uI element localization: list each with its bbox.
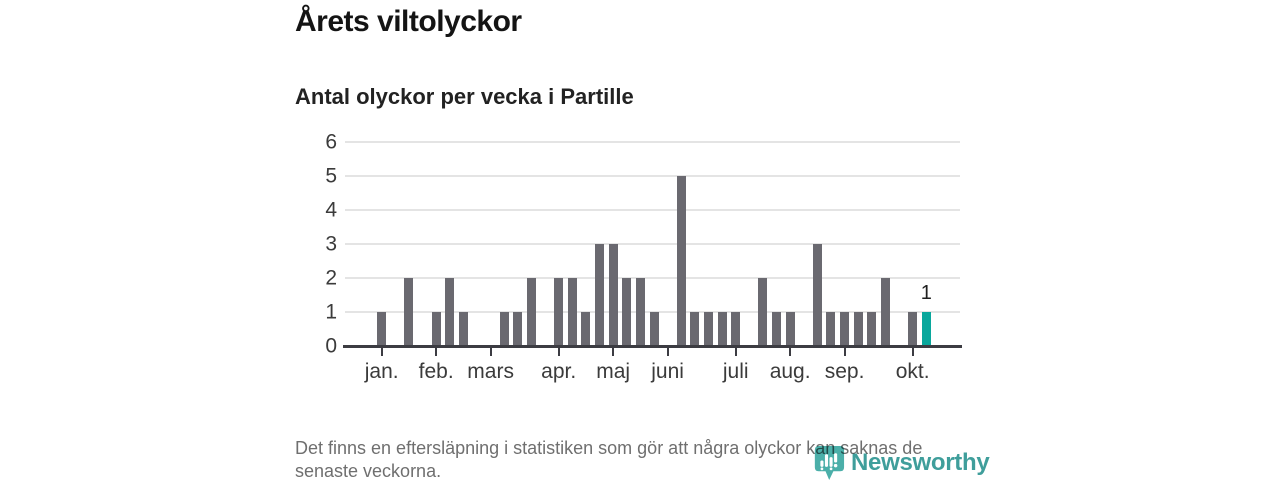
x-tick-juli (734, 348, 737, 356)
bar-week-26 (717, 312, 727, 345)
bar-week-19 (622, 278, 632, 345)
plot-area: jan. feb. mars apr. maj juni juli aug. sep. okt. 1 (343, 141, 962, 383)
x-tick-sep. (843, 348, 846, 356)
x-tick-aug. (789, 348, 792, 356)
gridline-y5 (345, 175, 960, 177)
bar-week-21 (649, 312, 659, 345)
gridline-y2 (345, 277, 960, 279)
y-axis-label-5: 5 (325, 164, 337, 188)
x-tick-juni (666, 348, 669, 356)
y-axis-labels: 0 1 2 3 4 5 6 (250, 132, 337, 357)
x-label-aug.: aug. (769, 360, 811, 383)
bar-week-37 (867, 312, 877, 345)
bar-week-20 (635, 278, 645, 345)
y-axis-label-6: 6 (325, 130, 337, 154)
bar-week-15 (567, 278, 577, 345)
x-tick-feb. (435, 348, 438, 356)
bar-week-34 (826, 312, 836, 345)
x-label-okt.: okt. (895, 360, 930, 383)
x-label-juni: juni (651, 360, 684, 383)
chart-subtitle: Antal olyckor per vecka i Partille (295, 84, 634, 109)
x-tick-jan. (380, 348, 383, 356)
bar-week-23 (676, 176, 686, 345)
x-label-feb.: feb. (418, 360, 454, 383)
bar-value-annotation: 1 (920, 282, 932, 304)
bar-week-17 (595, 244, 605, 345)
bar-week-24 (690, 312, 700, 345)
gridline-y4 (345, 209, 960, 211)
bar-week-38 (880, 278, 890, 345)
y-axis-label-0: 0 (325, 334, 337, 358)
x-label-juli: juli (722, 360, 749, 383)
y-axis-label-3: 3 (325, 232, 337, 256)
gridline-y6 (345, 141, 960, 143)
footer-note-line2: senaste veckorna. (295, 461, 442, 481)
bar-week-1 (377, 312, 387, 345)
newsworthy-logo-text: Newsworthy (851, 448, 990, 476)
bar-week-5 (431, 312, 441, 345)
bar-week-11 (513, 312, 523, 345)
x-axis-baseline (343, 345, 962, 348)
newsworthy-pin-barchart-icon (814, 446, 845, 480)
x-tick-mars (489, 348, 492, 356)
bar-week-40 (908, 312, 918, 345)
y-axis-label-2: 2 (325, 266, 337, 290)
x-tick-maj (612, 348, 615, 356)
x-label-sep.: sep. (824, 360, 865, 383)
footer-note: Det finns en eftersläpning i statistiken… (295, 437, 922, 483)
bar-week-25 (703, 312, 713, 345)
bar-week-36 (853, 312, 863, 345)
y-axis-label-1: 1 (325, 300, 337, 324)
x-tick-apr. (557, 348, 560, 356)
bar-week-35 (840, 312, 850, 345)
gridline-y3 (345, 243, 960, 245)
bar-week-12 (526, 278, 536, 345)
bar-week-41 (921, 312, 931, 345)
x-tick-okt. (911, 348, 914, 356)
bar-week-29 (758, 278, 768, 345)
y-axis-label-4: 4 (325, 198, 337, 222)
x-label-jan.: jan. (364, 360, 399, 383)
bar-week-14 (554, 278, 564, 345)
bar-week-18 (608, 244, 618, 345)
newsworthy-logo: Newsworthy (813, 444, 990, 481)
chart-title: Årets viltolyckor (295, 5, 522, 38)
bar-week-33 (812, 244, 822, 345)
x-label-mars: mars (467, 360, 514, 383)
bar-week-16 (581, 312, 591, 345)
bar-week-27 (731, 312, 741, 345)
x-label-apr.: apr. (541, 360, 577, 383)
bar-week-7 (458, 312, 468, 345)
footer-note-line1: Det finns en eftersläpning i statistiken… (295, 438, 923, 458)
x-label-maj: maj (596, 360, 631, 383)
bar-week-10 (499, 312, 509, 345)
bar-week-6 (445, 278, 455, 345)
bar-week-30 (772, 312, 782, 345)
bar-week-31 (785, 312, 795, 345)
bar-week-3 (404, 278, 414, 345)
